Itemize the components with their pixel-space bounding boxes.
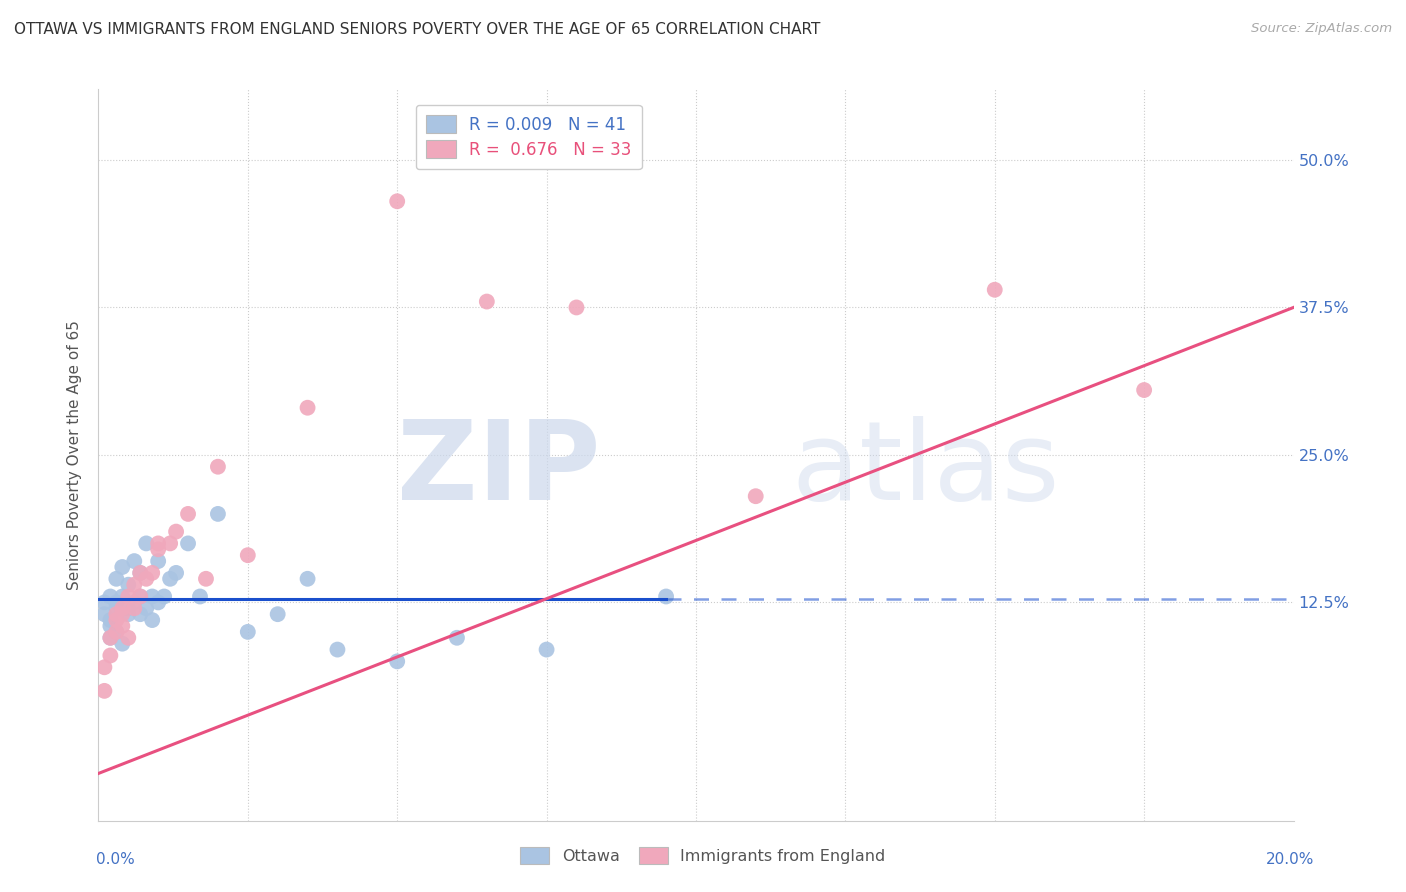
Point bbox=[111, 637, 134, 651]
Point bbox=[297, 572, 319, 586]
Text: OTTAWA VS IMMIGRANTS FROM ENGLAND SENIORS POVERTY OVER THE AGE OF 65 CORRELATION: OTTAWA VS IMMIGRANTS FROM ENGLAND SENIOR… bbox=[14, 22, 821, 37]
Point bbox=[475, 294, 498, 309]
Point bbox=[105, 601, 128, 615]
Text: ZIP: ZIP bbox=[396, 416, 600, 523]
Text: atlas: atlas bbox=[792, 416, 1060, 523]
Point bbox=[105, 624, 128, 639]
Point bbox=[141, 590, 163, 604]
Point bbox=[207, 459, 229, 474]
Point bbox=[267, 607, 290, 622]
Point bbox=[129, 566, 152, 580]
Point bbox=[135, 572, 157, 586]
Text: 0.0%: 0.0% bbox=[96, 852, 135, 867]
Point bbox=[159, 536, 181, 550]
Point bbox=[177, 536, 200, 550]
Point bbox=[93, 660, 115, 674]
Point bbox=[297, 401, 319, 415]
Point bbox=[105, 595, 128, 609]
Point bbox=[105, 624, 128, 639]
Point bbox=[326, 642, 349, 657]
Point bbox=[177, 507, 200, 521]
Legend: Ottawa, Immigrants from England: Ottawa, Immigrants from England bbox=[515, 840, 891, 871]
Point bbox=[135, 601, 157, 615]
Point bbox=[385, 194, 409, 209]
Point bbox=[148, 536, 170, 550]
Point bbox=[105, 607, 128, 622]
Point bbox=[165, 524, 187, 539]
Point bbox=[159, 572, 181, 586]
Point bbox=[98, 648, 122, 663]
Point bbox=[236, 624, 259, 639]
Point bbox=[111, 560, 134, 574]
Point bbox=[129, 607, 152, 622]
Point bbox=[111, 607, 134, 622]
Point bbox=[129, 566, 152, 580]
Point bbox=[129, 590, 152, 604]
Point bbox=[141, 566, 163, 580]
Point bbox=[148, 554, 170, 568]
Point bbox=[195, 572, 218, 586]
Point bbox=[98, 631, 122, 645]
Legend: R = 0.009   N = 41, R =  0.676   N = 33: R = 0.009 N = 41, R = 0.676 N = 33 bbox=[416, 105, 641, 169]
Point bbox=[98, 631, 122, 645]
Point bbox=[984, 283, 1007, 297]
Point bbox=[124, 554, 146, 568]
Point bbox=[117, 601, 139, 615]
Point bbox=[165, 566, 187, 580]
Point bbox=[124, 601, 146, 615]
Point bbox=[745, 489, 768, 503]
Point bbox=[148, 542, 170, 557]
Point bbox=[98, 590, 122, 604]
Point bbox=[141, 613, 163, 627]
Text: 20.0%: 20.0% bbox=[1267, 852, 1315, 867]
Point bbox=[117, 631, 139, 645]
Y-axis label: Seniors Poverty Over the Age of 65: Seniors Poverty Over the Age of 65 bbox=[67, 320, 83, 590]
Text: Source: ZipAtlas.com: Source: ZipAtlas.com bbox=[1251, 22, 1392, 36]
Point bbox=[207, 507, 229, 521]
Point bbox=[124, 577, 146, 591]
Point bbox=[98, 619, 122, 633]
Point bbox=[565, 301, 588, 315]
Point bbox=[98, 613, 122, 627]
Point bbox=[655, 590, 678, 604]
Point bbox=[111, 590, 134, 604]
Point bbox=[105, 613, 128, 627]
Point bbox=[135, 536, 157, 550]
Point bbox=[117, 577, 139, 591]
Point bbox=[385, 654, 409, 668]
Point bbox=[117, 607, 139, 622]
Point bbox=[105, 572, 128, 586]
Point bbox=[124, 595, 146, 609]
Point bbox=[111, 619, 134, 633]
Point bbox=[153, 590, 176, 604]
Point bbox=[93, 595, 115, 609]
Point bbox=[111, 601, 134, 615]
Point bbox=[188, 590, 211, 604]
Point bbox=[117, 590, 139, 604]
Point bbox=[1133, 383, 1156, 397]
Point bbox=[129, 590, 152, 604]
Point bbox=[236, 548, 259, 562]
Point bbox=[93, 684, 115, 698]
Point bbox=[148, 595, 170, 609]
Point bbox=[93, 607, 115, 622]
Point bbox=[536, 642, 558, 657]
Point bbox=[446, 631, 468, 645]
